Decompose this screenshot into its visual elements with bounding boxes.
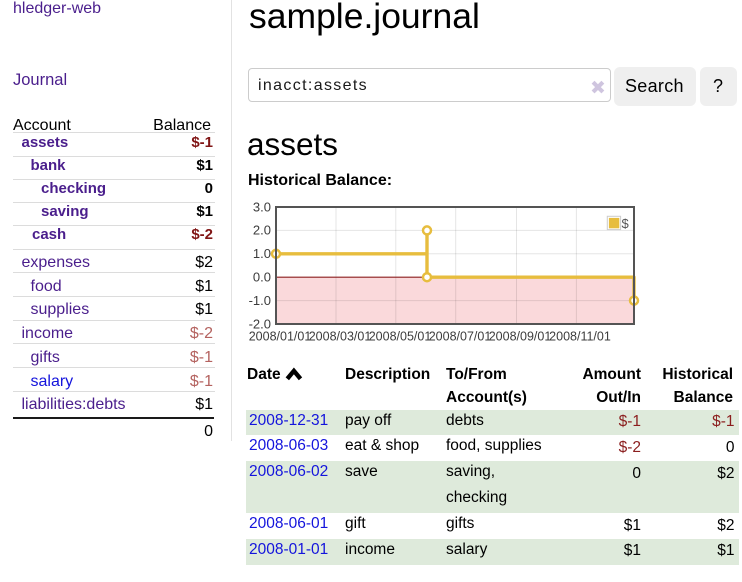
svg-text:-1.0: -1.0: [249, 293, 271, 308]
svg-text:2008/03/01: 2008/03/01: [309, 330, 372, 344]
svg-text:1.0: 1.0: [253, 246, 271, 261]
svg-text:3.0: 3.0: [253, 199, 271, 214]
svg-text:2.0: 2.0: [253, 223, 271, 238]
svg-text:2008/05/01: 2008/05/01: [369, 330, 432, 344]
svg-text:2008/11/01: 2008/11/01: [549, 330, 611, 344]
svg-text:-2.0: -2.0: [249, 316, 271, 331]
svg-text:2008/01/01: 2008/01/01: [249, 330, 312, 344]
svg-text:$: $: [622, 216, 630, 231]
svg-text:2008/07/01: 2008/07/01: [429, 330, 492, 344]
svg-text:0.0: 0.0: [253, 270, 271, 285]
svg-text:2008/09/01: 2008/09/01: [489, 330, 552, 344]
